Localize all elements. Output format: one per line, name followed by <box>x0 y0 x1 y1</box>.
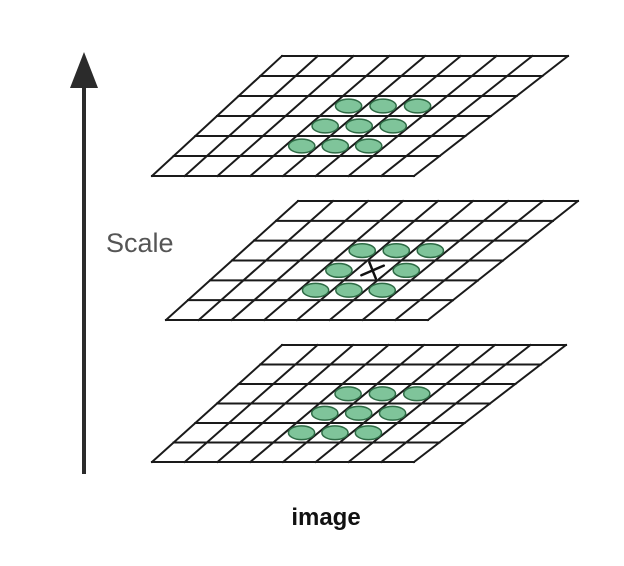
neighbor-blob <box>369 98 397 114</box>
layer-middle <box>164 199 580 322</box>
neighbor-blob <box>368 282 397 298</box>
scale-arrow-head-icon <box>70 52 98 88</box>
neighbor-blob <box>287 138 316 154</box>
scale-arrow <box>70 52 98 474</box>
neighbor-blob <box>368 386 397 402</box>
neighbor-blob <box>334 98 363 114</box>
neighbor-blob <box>287 425 316 441</box>
neighbor-blob <box>301 282 330 298</box>
layer-top <box>150 54 570 178</box>
neighbor-blob <box>321 138 350 154</box>
neighbor-blob <box>392 262 421 279</box>
neighbor-blob <box>310 405 339 421</box>
neighbor-blob <box>325 262 353 279</box>
neighbor-blob <box>345 118 374 134</box>
neighbor-blob <box>354 425 383 441</box>
neighbor-blob <box>334 386 362 402</box>
neighbor-blob <box>321 425 349 441</box>
neighbor-blob <box>416 242 445 259</box>
neighbor-blob <box>378 405 407 421</box>
neighbor-blob <box>335 282 363 298</box>
neighbor-blob <box>379 118 408 134</box>
neighbor-blob <box>311 118 340 134</box>
layer-bottom <box>150 343 568 464</box>
neighbor-blob <box>348 242 377 259</box>
center-x-icon <box>360 261 386 280</box>
neighbor-blob <box>403 98 432 114</box>
image-caption: image <box>291 504 360 531</box>
neighbor-blob <box>344 405 373 421</box>
neighbor-blob <box>402 386 431 402</box>
neighbor-blob <box>354 138 383 154</box>
scale-axis-label: Scale <box>106 228 174 258</box>
neighbor-blob <box>382 242 411 259</box>
